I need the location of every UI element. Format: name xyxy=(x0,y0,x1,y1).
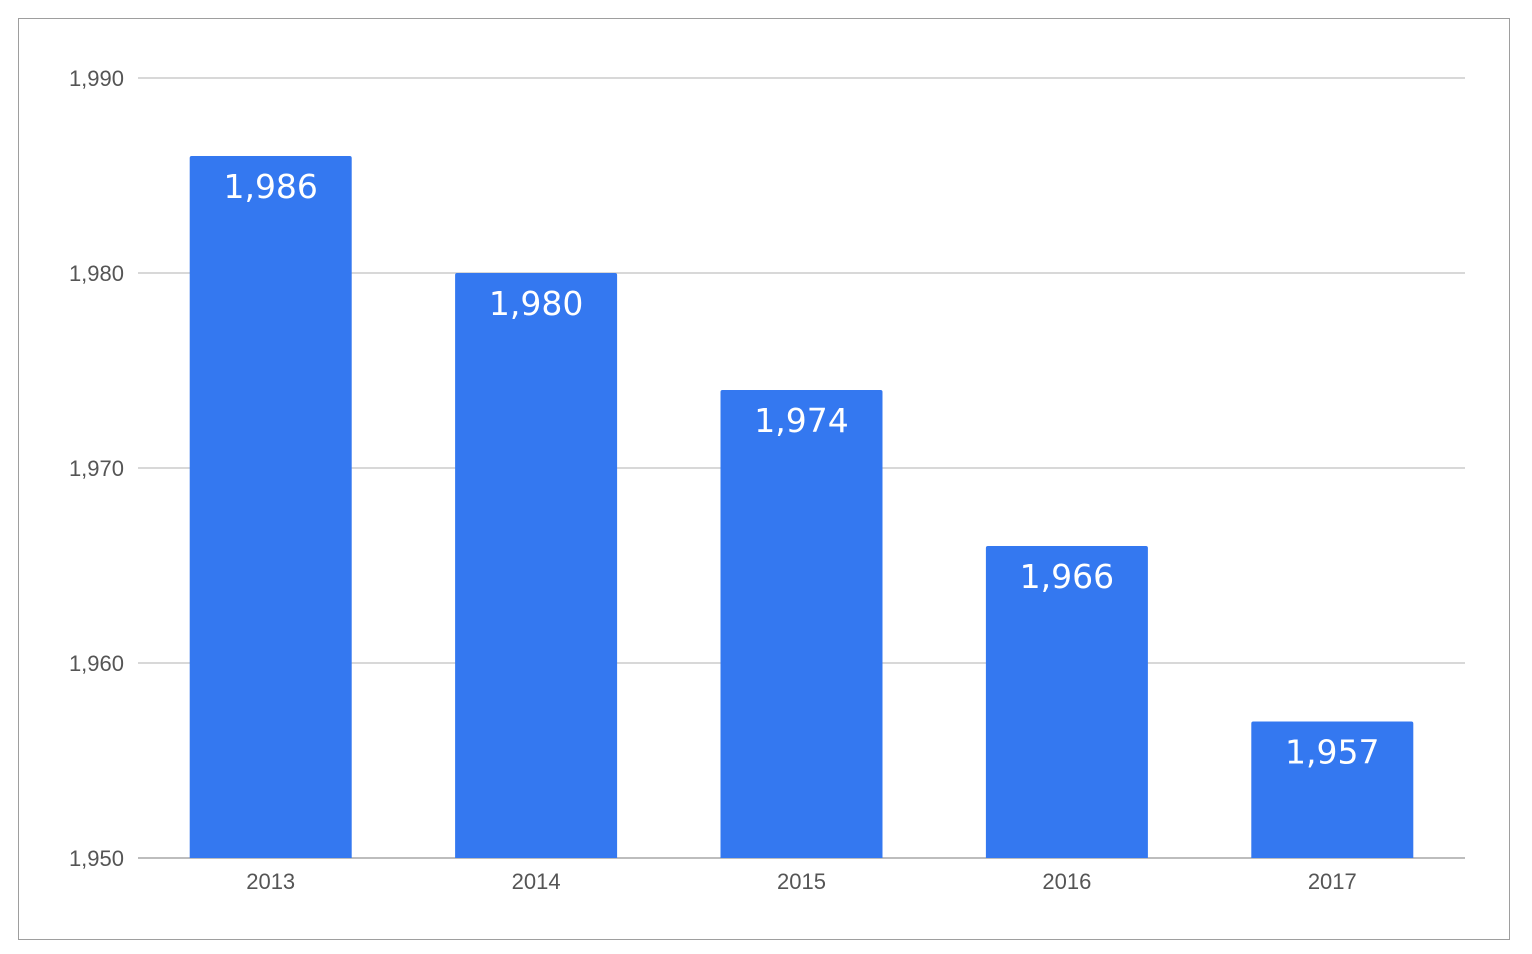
data-label-2013: 1,986 xyxy=(223,167,317,206)
bars xyxy=(189,156,1414,858)
x-tick-label: 2014 xyxy=(512,869,561,894)
x-tick-label: 2017 xyxy=(1308,869,1357,894)
data-label-2017: 1,957 xyxy=(1285,733,1379,772)
y-tick-label: 1,970 xyxy=(69,456,124,481)
x-tick-label: 2013 xyxy=(246,869,295,894)
bar-2017 xyxy=(1251,721,1414,858)
y-tick-label: 1,950 xyxy=(69,846,124,871)
data-labels: 1,986 1,980 1,974 1,966 1,957 xyxy=(223,167,1379,772)
x-tick-label: 2016 xyxy=(1042,869,1091,894)
data-label-2014: 1,980 xyxy=(489,284,583,323)
x-axis-ticks: 2013 2014 2015 2016 2017 xyxy=(246,869,1357,894)
bar-2015 xyxy=(720,390,883,858)
data-label-2016: 1,966 xyxy=(1020,557,1114,596)
bar-2013 xyxy=(189,156,352,858)
bar-2014 xyxy=(455,273,618,858)
y-tick-label: 1,990 xyxy=(69,66,124,91)
bar-2016 xyxy=(985,546,1148,858)
y-tick-label: 1,980 xyxy=(69,261,124,286)
y-axis-ticks: 1,950 1,960 1,970 1,980 1,990 xyxy=(69,66,124,871)
y-tick-label: 1,960 xyxy=(69,651,124,676)
x-tick-label: 2015 xyxy=(777,869,826,894)
data-label-2015: 1,974 xyxy=(754,401,848,440)
